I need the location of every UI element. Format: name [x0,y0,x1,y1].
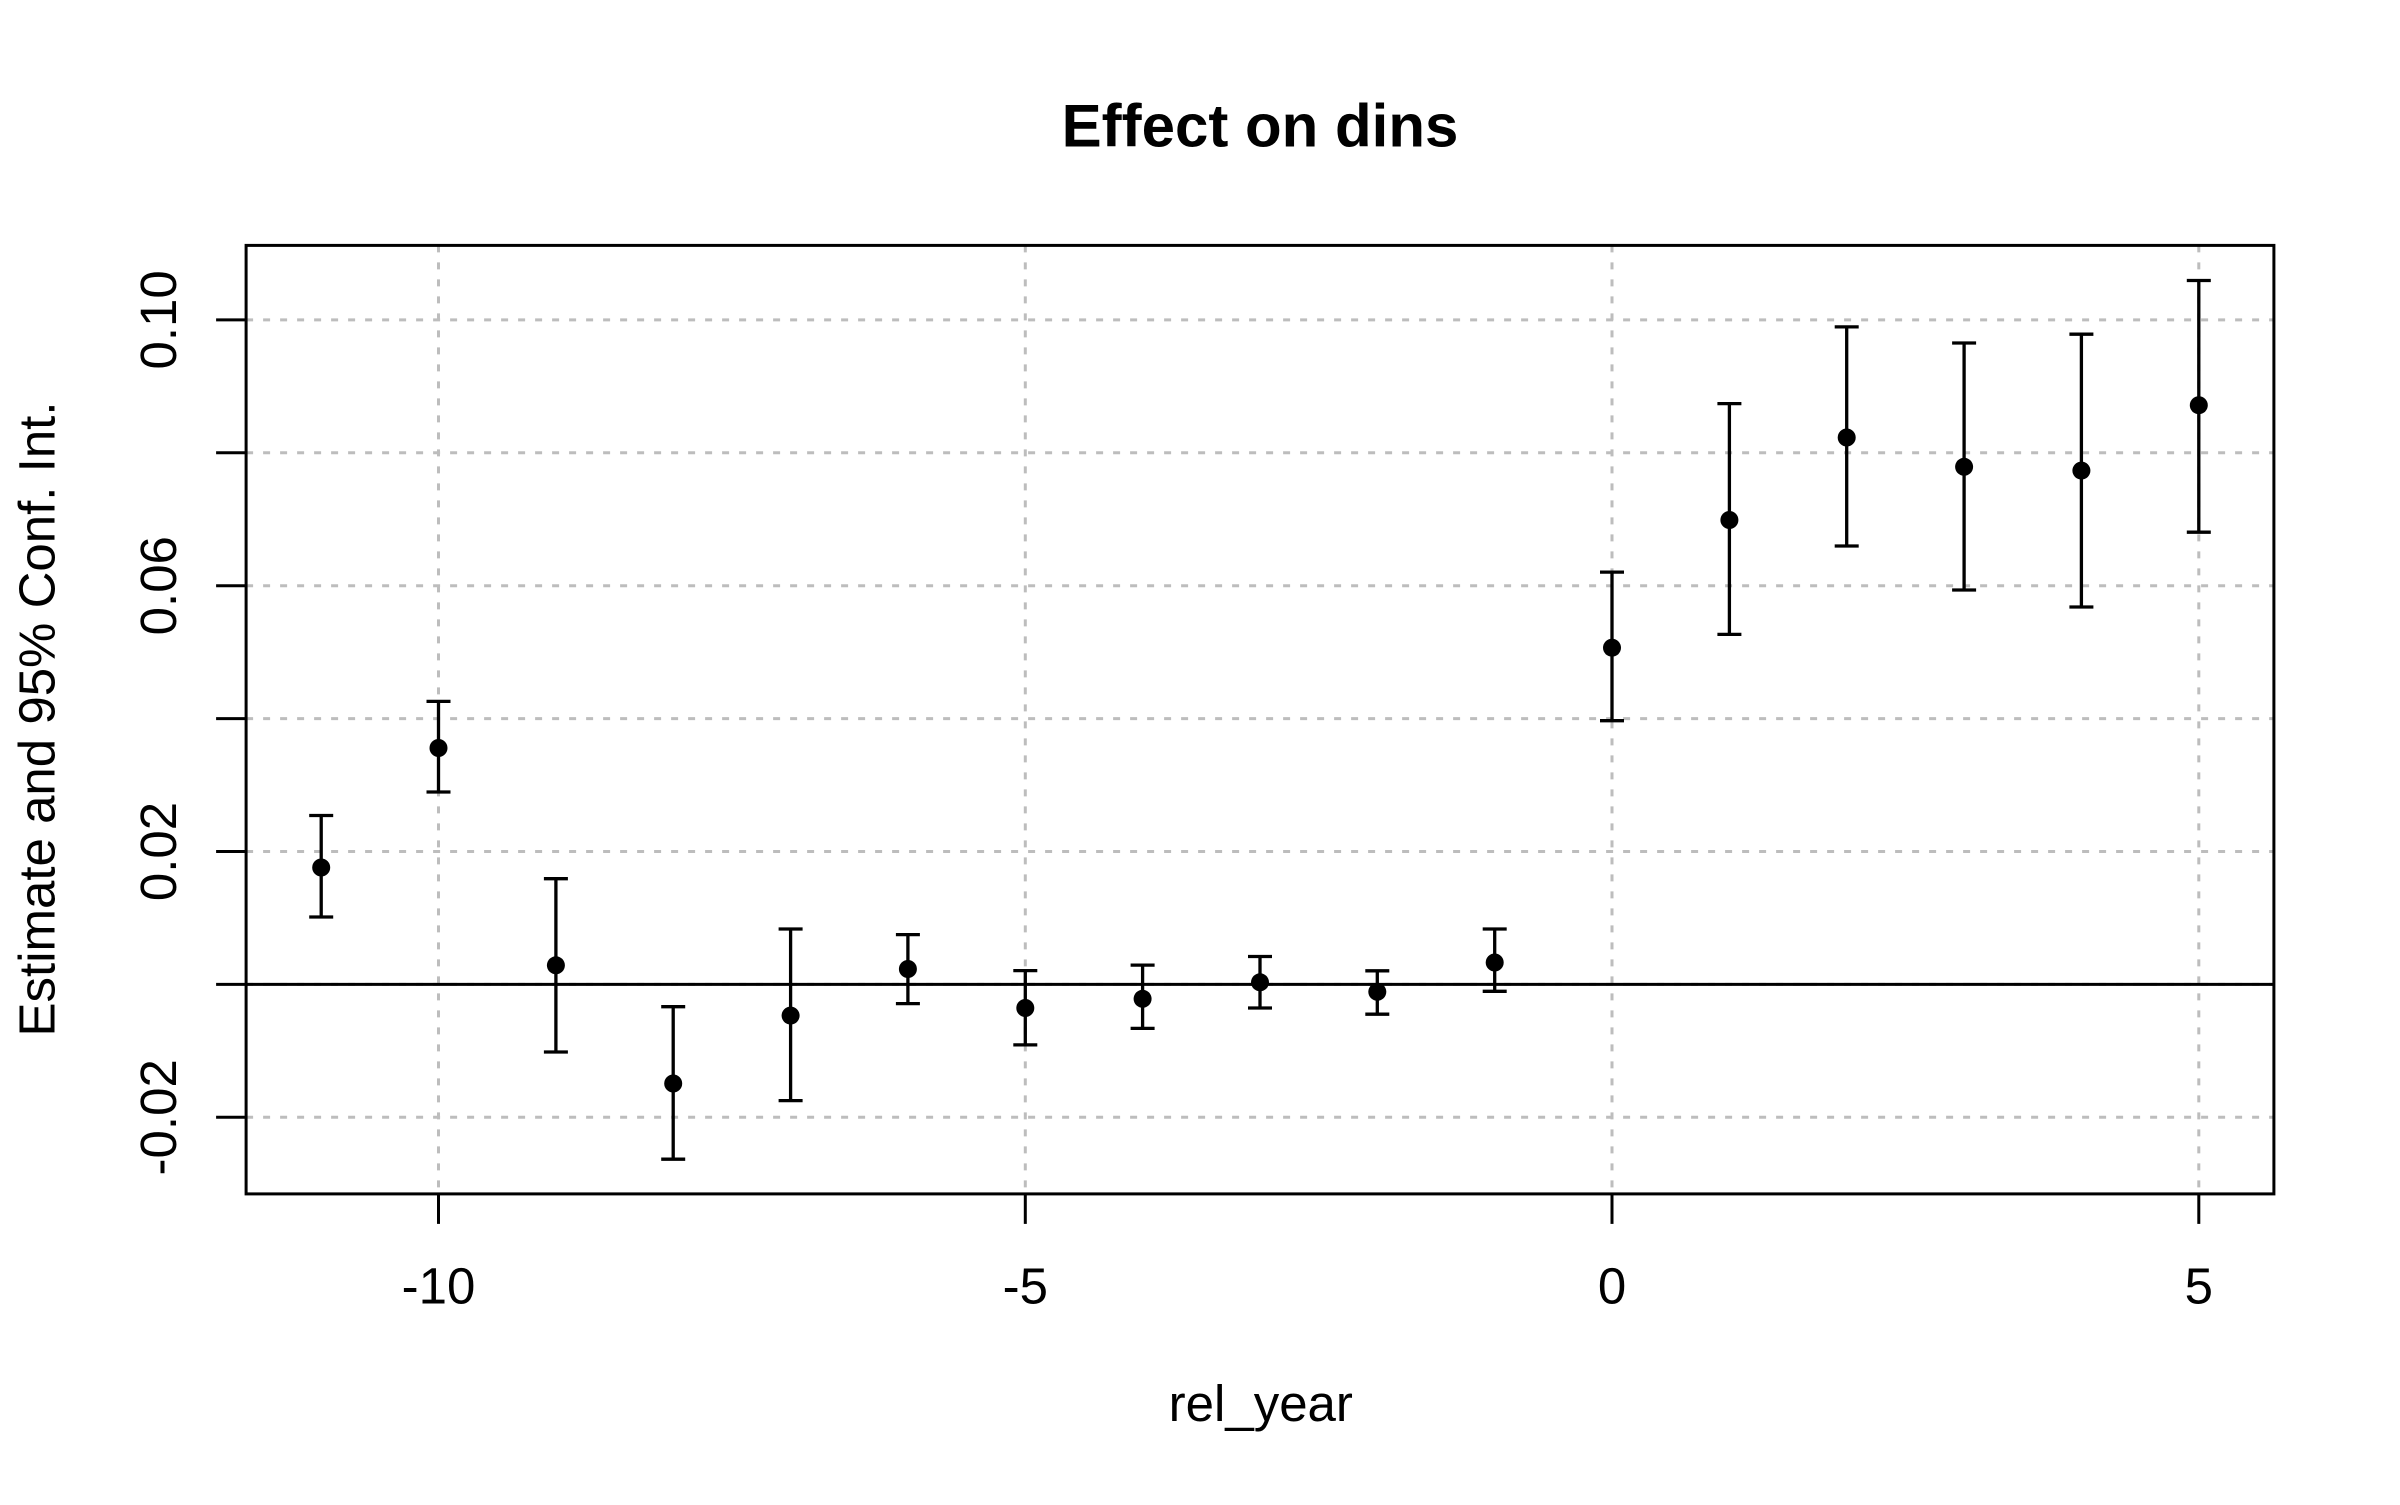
svg-text:0.10: 0.10 [130,270,187,369]
svg-text:-10: -10 [402,1257,476,1314]
svg-text:rel_year: rel_year [1169,1375,1353,1432]
svg-text:5: 5 [2185,1257,2213,1314]
svg-text:0.06: 0.06 [130,536,187,635]
svg-text:Effect on dins: Effect on dins [1062,93,1459,160]
svg-text:0: 0 [1598,1257,1626,1314]
svg-text:Estimate and 95% Conf. Int.: Estimate and 95% Conf. Int. [8,401,65,1036]
svg-text:-5: -5 [1003,1257,1048,1314]
svg-text:-0.02: -0.02 [130,1059,187,1175]
svg-text:0.02: 0.02 [130,802,187,901]
